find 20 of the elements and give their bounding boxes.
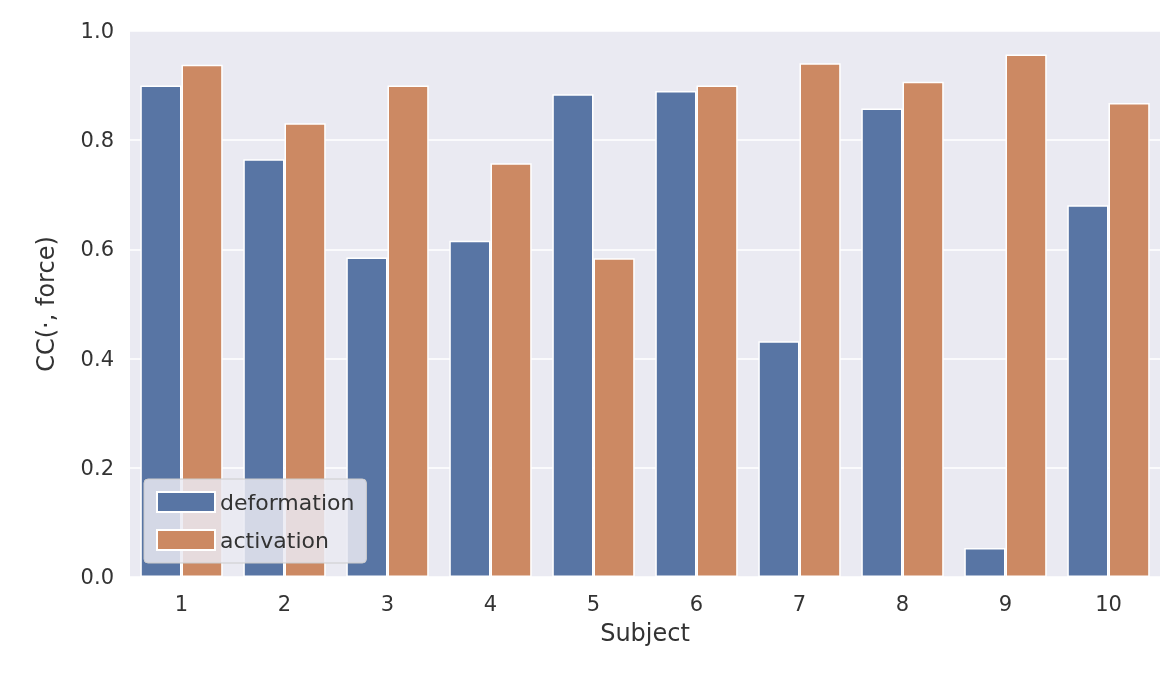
x-tick-label: 10 (1095, 591, 1122, 616)
x-tick-label: 6 (689, 591, 704, 616)
x-tick-label: 1 (174, 591, 189, 616)
x-tick-label: 3 (380, 591, 395, 616)
y-tick-label: 0.6 (80, 237, 114, 262)
x-tick-label: 2 (277, 591, 292, 616)
x-tick-label: 9 (998, 591, 1013, 616)
x-tick-label: 5 (586, 591, 601, 616)
y-tick-label: 1.0 (80, 19, 114, 43)
y-tick-label: 0.8 (80, 128, 114, 153)
y-tick-label: 0.2 (80, 455, 114, 480)
legend-label: activation (220, 527, 329, 553)
x-tick-label: 4 (483, 591, 498, 616)
y-axis-title: CC(·, force) (32, 236, 60, 372)
legend-label: deformation (220, 489, 355, 515)
y-tick-label: 0.0 (80, 565, 114, 589)
x-tick-label: 7 (792, 591, 807, 616)
y-tick-label: 0.4 (80, 346, 114, 371)
x-axis-title: Subject (600, 619, 690, 647)
x-tick-label: 8 (895, 591, 910, 616)
